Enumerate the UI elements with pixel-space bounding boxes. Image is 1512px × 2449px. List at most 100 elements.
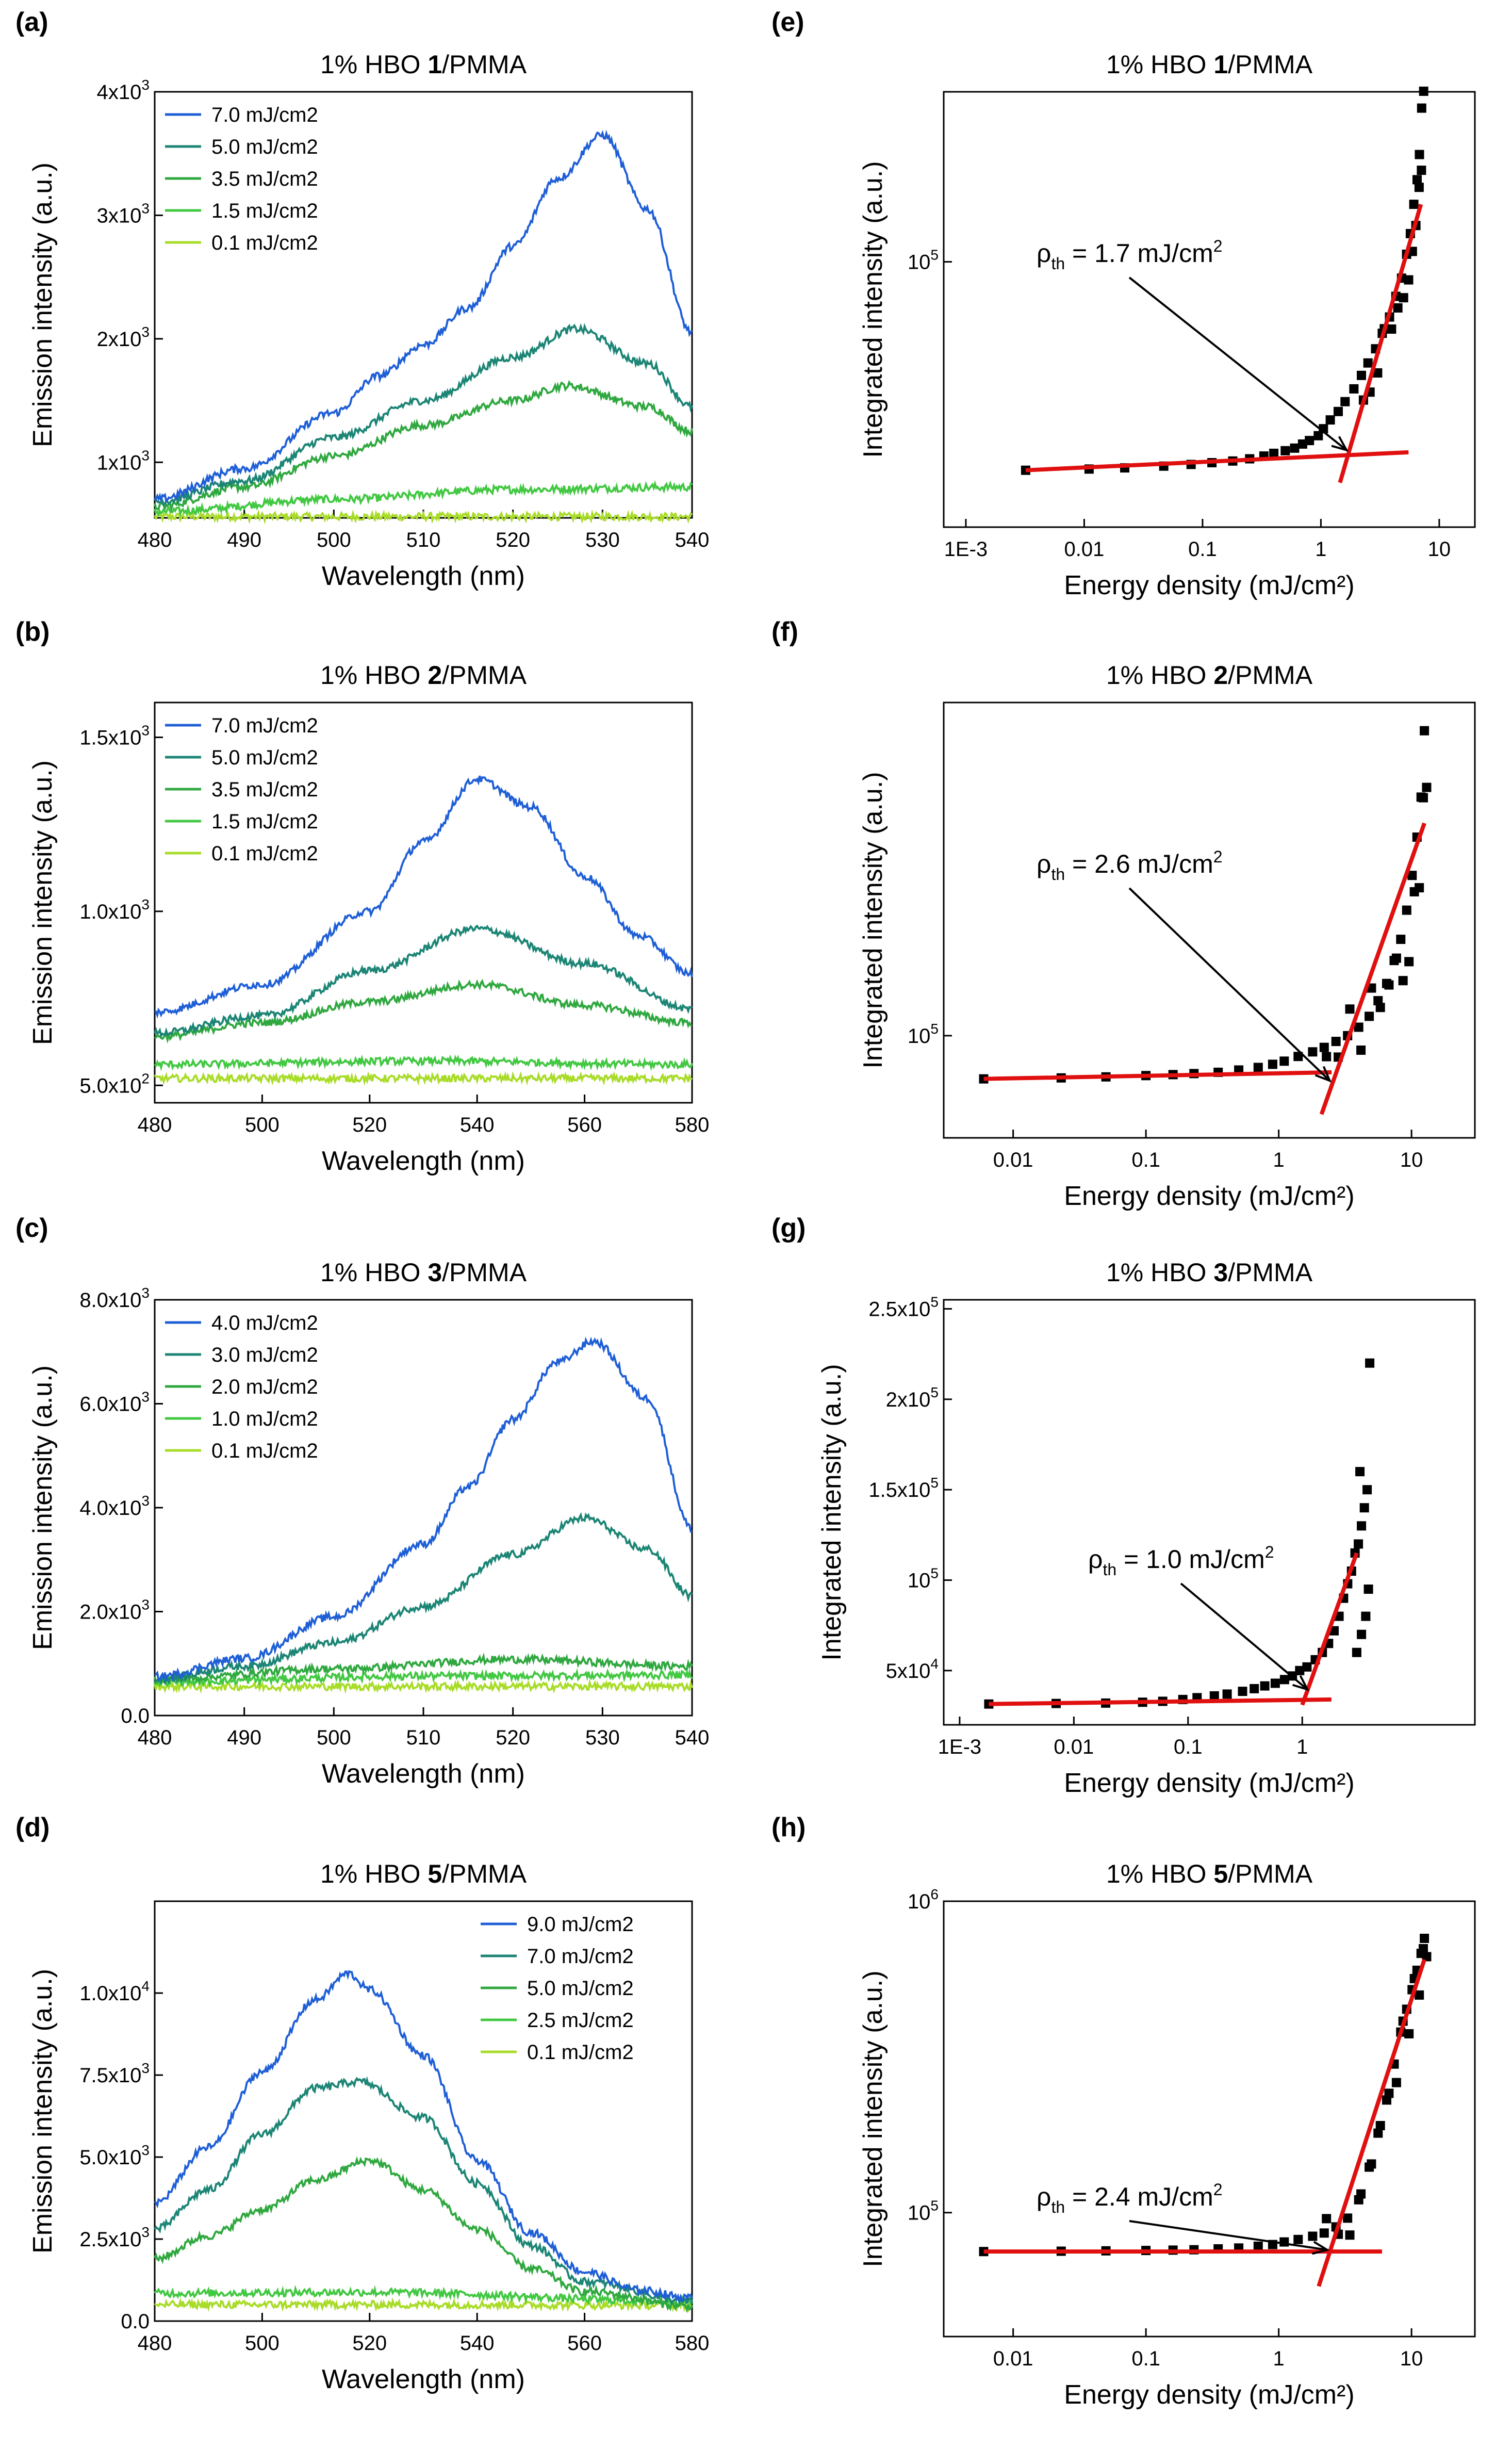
legend-label-0-1: 5.0 mJ/cm2 [211, 136, 318, 158]
y-tick-label-3-2: 5.0x103 [79, 2142, 150, 2169]
y-tick-exponent: 3 [141, 1493, 150, 1509]
legend-label-0-0: 7.0 mJ/cm2 [211, 104, 318, 126]
y-tick-mantissa: 1.5x10 [868, 1479, 930, 1501]
data-point-4-43 [1417, 166, 1426, 175]
y-tick-label-0-0: 1x103 [97, 447, 150, 474]
series-line-1-3 [154, 1054, 693, 1071]
data-point-5-26 [1384, 980, 1394, 990]
x-tick-label-2-3: 510 [406, 1726, 441, 1749]
x-tick-label-0-1: 490 [227, 529, 261, 551]
data-point-4-40 [1412, 175, 1422, 185]
y-tick-mantissa: 10 [908, 251, 931, 274]
x-tick-label-2-1: 490 [227, 1726, 261, 1749]
data-point-4-16 [1325, 415, 1335, 425]
data-point-5-30 [1398, 976, 1408, 986]
data-point-4-25 [1373, 368, 1383, 378]
data-point-5-0 [979, 1074, 989, 1084]
y-tick-mantissa: 10 [908, 1025, 931, 1048]
fit-line-7-1 [1317, 1958, 1426, 2287]
data-point-5-10 [1279, 1056, 1289, 1066]
legend-label-2-2: 2.0 mJ/cm2 [211, 1376, 318, 1398]
data-point-7-36 [1415, 1990, 1424, 2000]
plot-frame-7 [943, 1900, 1476, 2338]
annotation-superscript: 2 [1213, 2180, 1223, 2199]
data-point-5-36 [1415, 883, 1424, 893]
y-tick-exponent: 5 [930, 1021, 939, 1037]
y-tick-exponent: 5 [930, 1294, 939, 1310]
title-suffix: /PMMA [442, 1258, 527, 1287]
y-tick-mantissa: 1.5x10 [79, 726, 141, 749]
annotation-arrow-head-7 [1312, 2241, 1330, 2255]
y-tick-mantissa: 4.0x10 [79, 1497, 141, 1520]
x-tick-label-0-0: 480 [138, 529, 172, 551]
data-point-5-24 [1375, 1003, 1385, 1013]
y-axis-label-6: Integrated intensity (a.u.) [817, 1364, 847, 1660]
x-axis-label-4: Energy density (mJ/cm²) [1064, 570, 1354, 600]
y-tick-mantissa: 5.0x10 [79, 1074, 141, 1097]
data-point-7-40 [1422, 1952, 1432, 1962]
plot-frame-6 [943, 1299, 1476, 1726]
legend-label-3-1: 7.0 mJ/cm2 [527, 1945, 634, 1968]
x-tick-label-0-4: 520 [496, 529, 530, 551]
threshold-annotation-7: ρth = 2.4 mJ/cm2 [1037, 2180, 1223, 2216]
data-point-7-10 [1279, 2237, 1289, 2247]
legend-label-3-2: 5.0 mJ/cm2 [527, 1977, 634, 2000]
data-point-4-35 [1404, 275, 1414, 285]
y-axis-label-0: Emission intensity (a.u.) [28, 162, 58, 447]
y-tick-exponent: 3 [141, 1389, 150, 1405]
data-point-5-11 [1293, 1052, 1303, 1062]
data-point-5-15 [1331, 1037, 1341, 1047]
data-point-7-39 [1420, 1934, 1429, 1943]
x-tick-label-6-1: 0.01 [1054, 1736, 1094, 1758]
x-tick-label-6-0: 1E-3 [938, 1736, 982, 1758]
x-axis-label-6: Energy density (mJ/cm²) [1064, 1768, 1354, 1798]
data-point-7-0 [979, 2247, 989, 2257]
y-tick-mantissa: 0.0 [121, 1705, 150, 1727]
y-tick-exponent: 5 [930, 1384, 939, 1400]
y-tick-mantissa: 1.0x10 [79, 1982, 141, 2005]
x-axis-label-1: Wavelength (nm) [322, 1146, 525, 1176]
annotation-arrow-line-4 [1128, 276, 1347, 451]
data-point-4-17 [1334, 406, 1343, 416]
y-tick-exponent: 4 [930, 1656, 939, 1672]
x-tick-label-7-2: 1 [1273, 2347, 1285, 2370]
series-line-1-1 [154, 924, 693, 1038]
data-point-7-22 [1367, 2159, 1376, 2169]
y-tick-label-3-3: 7.5x103 [79, 2060, 150, 2087]
y-tick-exponent: 2 [141, 1070, 150, 1086]
plot-frame-5 [943, 701, 1476, 1139]
data-point-6-15 [1295, 1666, 1305, 1675]
y-tick-label-6-3: 2x105 [886, 1384, 939, 1411]
data-point-7-12 [1308, 2231, 1318, 2241]
chart-title-2: 1% HBO 3/PMMA [320, 1258, 527, 1287]
x-tick-label-1-4: 560 [567, 1114, 602, 1136]
data-point-4-38 [1409, 200, 1419, 209]
data-point-5-8 [1253, 1063, 1263, 1072]
y-axis-label-5: Integrated intensity (a.u.) [858, 772, 888, 1068]
series-line-3-2 [154, 2156, 693, 2313]
legend-label-0-4: 0.1 mJ/cm2 [211, 232, 318, 254]
y-tick-label-5-0: 105 [908, 1021, 939, 1048]
y-tick-label-7-0: 105 [908, 2198, 939, 2225]
title-suffix: /PMMA [1228, 661, 1313, 690]
y-tick-mantissa: 2x10 [97, 328, 142, 351]
data-point-7-26 [1384, 2088, 1394, 2098]
annotation-rho: ρ [1037, 2182, 1051, 2211]
y-tick-exponent: 5 [930, 1475, 939, 1491]
data-point-7-24 [1375, 2121, 1385, 2130]
panel-label-0: (a) [15, 7, 48, 37]
annotation-subscript: th [1103, 1560, 1116, 1579]
title-prefix: 1% HBO [1106, 1258, 1213, 1287]
chart-title-3: 1% HBO 5/PMMA [320, 1859, 527, 1888]
title-suffix: /PMMA [1228, 1859, 1313, 1888]
title-prefix: 1% HBO [320, 661, 428, 690]
fit-line-5-0 [983, 1070, 1332, 1081]
legend-label-1-3: 1.5 mJ/cm2 [211, 810, 318, 833]
data-point-6-29 [1362, 1485, 1372, 1495]
y-tick-mantissa: 2.5x10 [79, 2228, 141, 2251]
data-point-7-20 [1356, 2189, 1366, 2199]
y-tick-label-2-0: 0.0 [121, 1705, 150, 1727]
y-tick-mantissa: 1x10 [97, 451, 142, 474]
y-tick-label-0-2: 3x103 [97, 200, 150, 227]
series-line-0-4 [154, 509, 693, 525]
